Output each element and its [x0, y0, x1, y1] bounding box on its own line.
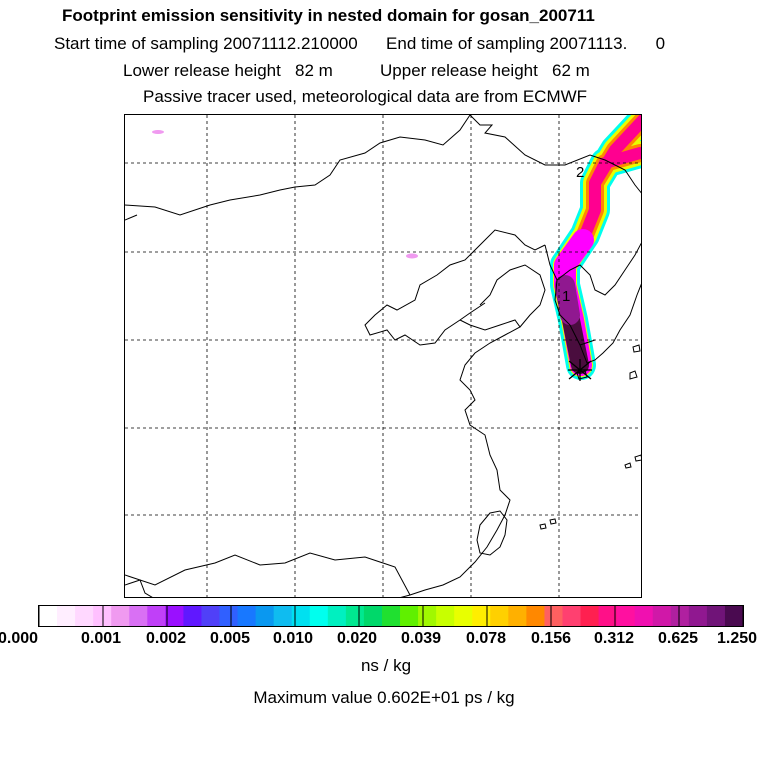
receptor-marker	[568, 359, 592, 381]
color-swatch	[580, 606, 600, 626]
color-swatch	[526, 606, 545, 626]
trajectory-label-2: 2	[576, 164, 584, 181]
color-swatch	[75, 606, 94, 626]
trajectory-label-1: 1	[562, 288, 570, 305]
color-swatch	[400, 606, 419, 626]
map-svg: 1 2	[125, 115, 641, 597]
map-panel: 1 2	[124, 114, 642, 598]
color-swatch	[454, 606, 473, 626]
color-swatch	[670, 606, 690, 626]
color-swatch	[147, 606, 166, 626]
color-swatch	[309, 606, 329, 626]
coastlines	[125, 115, 641, 597]
plume-dark-tail	[555, 275, 580, 325]
color-swatch	[291, 606, 311, 626]
color-swatch	[129, 606, 148, 626]
color-scale-labels: 0.000 0.001 0.002 0.005 0.010 0.020 0.03…	[0, 630, 768, 650]
color-swatch	[706, 606, 726, 626]
color-swatch	[598, 606, 618, 626]
color-swatch	[219, 606, 239, 626]
color-swatch	[562, 606, 582, 626]
color-swatch	[345, 606, 365, 626]
maximum-value: Maximum value 0.602E+01 ps / kg	[253, 688, 515, 707]
plume	[550, 115, 641, 380]
scale-label-7: 0.078	[465, 630, 507, 647]
color-swatch	[273, 606, 293, 626]
color-swatch	[418, 606, 437, 626]
map-title: Footprint emission sensitivity in nested…	[62, 6, 595, 25]
scale-label-8: 0.156	[530, 630, 572, 647]
color-scale-bar	[38, 605, 744, 627]
color-swatch	[255, 606, 275, 626]
plume-speck	[152, 130, 164, 134]
color-swatch	[472, 606, 491, 626]
color-swatch	[724, 606, 744, 626]
color-swatch	[183, 606, 202, 626]
scale-label-6: 0.039	[400, 630, 442, 647]
scale-label-3: 0.005	[209, 630, 251, 647]
color-swatch	[93, 606, 112, 626]
plume-speck	[406, 253, 418, 259]
tracer-info-line: Passive tracer used, meteorological data…	[143, 87, 588, 106]
color-swatch	[688, 606, 708, 626]
color-swatch	[490, 606, 509, 626]
color-swatch	[39, 606, 58, 626]
scale-label-9: 0.312	[593, 630, 635, 647]
color-swatch	[381, 606, 401, 626]
scale-label-1: 0.001	[80, 630, 122, 647]
color-swatch	[363, 606, 383, 626]
color-swatch	[327, 606, 347, 626]
color-swatch	[237, 606, 257, 626]
scale-label-0: 0.000	[0, 630, 39, 647]
scale-label-10: 0.625	[657, 630, 699, 647]
color-swatch	[165, 606, 184, 626]
color-swatch	[616, 606, 636, 626]
color-swatch	[111, 606, 130, 626]
scale-label-11: 1.250	[716, 630, 758, 647]
scale-label-5: 0.020	[336, 630, 378, 647]
color-swatch	[436, 606, 455, 626]
color-swatch	[634, 606, 654, 626]
scale-border	[38, 605, 744, 627]
scale-units: ns / kg	[360, 656, 412, 675]
color-swatch	[544, 606, 563, 626]
color-swatch	[508, 606, 527, 626]
scale-label-4: 0.010	[272, 630, 314, 647]
release-height-line: Lower release height 82 m Upper release …	[123, 61, 590, 80]
sampling-time-line: Start time of sampling 20071112.210000 E…	[54, 34, 666, 53]
color-swatch	[652, 606, 672, 626]
color-swatch	[201, 606, 221, 626]
scale-label-2: 0.002	[145, 630, 187, 647]
color-swatch	[57, 606, 76, 626]
gridlines	[125, 115, 641, 597]
